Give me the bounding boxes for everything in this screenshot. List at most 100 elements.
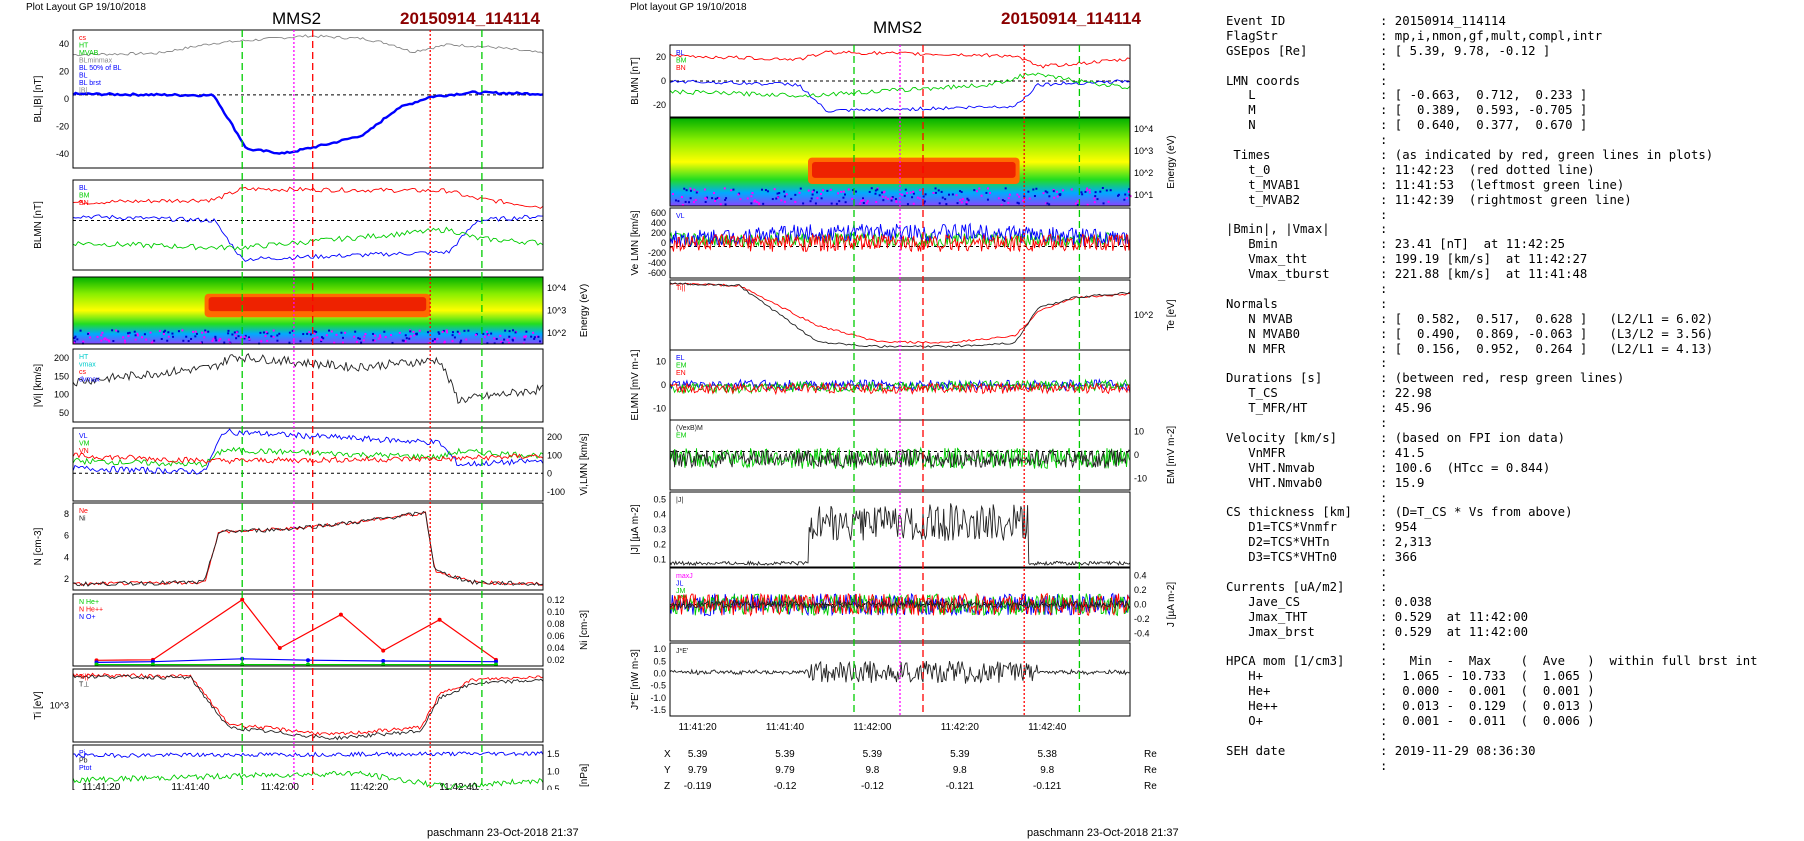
spectrogram-pixel [1124,193,1127,196]
spectrogram-pixel [1044,190,1047,193]
spectrogram-pixel [695,191,698,194]
spectrogram-pixel [360,341,363,344]
spectrogram-pixel [937,189,940,192]
data-point [381,648,386,653]
spectrogram-pixel [773,188,776,191]
info-row: VHT.Nmvab0: 15.9 [1226,476,1758,491]
spectrogram-pixel [1000,203,1003,206]
spectrogram-pixel [535,335,538,338]
spectrogram-pixel [493,337,496,340]
spectrogram-pixel [166,339,169,342]
info-key: T_MFR/HT [1226,401,1308,416]
spectrogram-pixel [259,331,262,334]
spectrogram-pixel [74,335,77,338]
tick-label: 400 [651,218,666,228]
tick-label: -1.5 [650,705,666,715]
spectrogram-pixel [409,335,412,338]
spectrogram-pixel [912,192,915,195]
info-row: D2=TCS*VHTn: 2,313 [1226,535,1758,550]
panel-frame [72,29,544,169]
info-key: T_CS [1226,386,1278,401]
spectrogram-pixel [357,337,360,340]
panel-background [73,503,543,590]
tick-label: -0.4 [1134,629,1150,639]
spectrogram-pixel [134,334,137,337]
spectrogram-pixel [1035,187,1038,190]
legend-entry: Ti|| [79,674,88,681]
spectrogram-pixel [751,191,754,194]
right-event-title: 20150914_114114 [1001,9,1141,28]
spectrogram-pixel [932,191,935,194]
info-key: LMN coords [1226,73,1301,88]
spectrogram-pixel [956,202,959,205]
spectrogram-pixel [783,195,786,198]
spectrogram-pixel [463,329,466,332]
legend-entry: VM [79,441,90,448]
ephem-value: 9.79 [775,765,795,776]
legend-entry: N He++ [79,607,103,614]
tick-label: 0 [547,469,552,479]
ephem-value: -0.121 [946,781,975,790]
panel-frame [72,668,544,743]
spectrogram-pixel [272,329,275,332]
spectrogram-pixel [714,197,717,200]
spectrogram-pixel [868,190,871,193]
spectrogram-pixel [427,342,430,345]
spectrogram-pixel [876,187,879,190]
spectrogram-pixel [1085,189,1088,192]
legend-entry: BN [79,200,89,207]
spectrogram-pixel [826,189,829,192]
info-value: : 23.41 [nT] at 11:42:25 [1380,237,1566,252]
spectrogram-pixel [418,329,421,332]
spectrogram-pixel [1127,190,1130,193]
spectrogram-pixel [200,341,203,344]
spectrogram-pixel [746,197,749,200]
series-line [72,428,544,475]
spectrogram-pixel [302,333,305,336]
time-tick-label: 11:41:40 [766,722,805,733]
spectrogram-pixel [1076,200,1079,203]
spectrogram-pixel [342,336,345,339]
tick-label: 0 [661,380,666,390]
spectrogram-pixel [523,338,526,341]
right-spacecraft-title: MMS2 [873,18,923,37]
legend-entry: JM [676,588,686,595]
spectrogram-pixel [1017,202,1020,205]
spectrogram-pixel [680,196,683,199]
spectrogram-pixel [100,334,103,337]
spectrogram-pixel [524,336,527,339]
spectrogram-pixel [264,334,267,337]
spectrogram-pixel [150,341,153,344]
spectrogram-pixel [231,333,234,336]
spectrogram-pixel [227,332,230,335]
legend-entry: Pb [79,758,88,765]
spectrogram-pixel [433,338,436,341]
panel-1: BL,|B| [nT]40200-20-40csHTMVABBLminmaxBL… [33,29,544,169]
spectrogram-pixel [681,203,684,206]
spectrogram-pixel [133,330,136,333]
spectrogram-pixel [980,194,983,197]
spectrogram-pixel [764,189,767,192]
legend-entry: |J| [676,497,683,504]
info-value: : 0.038 [1380,594,1432,609]
tick-label: 0.04 [547,643,565,653]
spectrogram-pixel [1096,198,1099,201]
legend-entry: N He+ [79,599,99,606]
ephem-value: 9.8 [865,765,879,776]
spectrogram-pixel [842,190,845,193]
spectrogram-pixel [802,202,805,205]
spectrogram-pixel [451,340,454,343]
legend-entry: VN [79,448,89,455]
legend-entry: VL [676,213,685,220]
axis-label: Te [eV] [1166,299,1177,330]
axis-label: Energy (eV) [579,284,590,337]
spectrogram-pixel [922,195,925,198]
panel-background [670,643,1130,716]
info-value: : [1380,416,1388,431]
spectrogram-pixel [409,330,412,333]
spectrogram-pixel [437,331,440,334]
spectrogram-pixel [754,199,757,202]
spectrogram-pixel [234,334,237,337]
spectrogram-pixel [807,189,810,192]
spectrogram-pixel [320,340,323,343]
